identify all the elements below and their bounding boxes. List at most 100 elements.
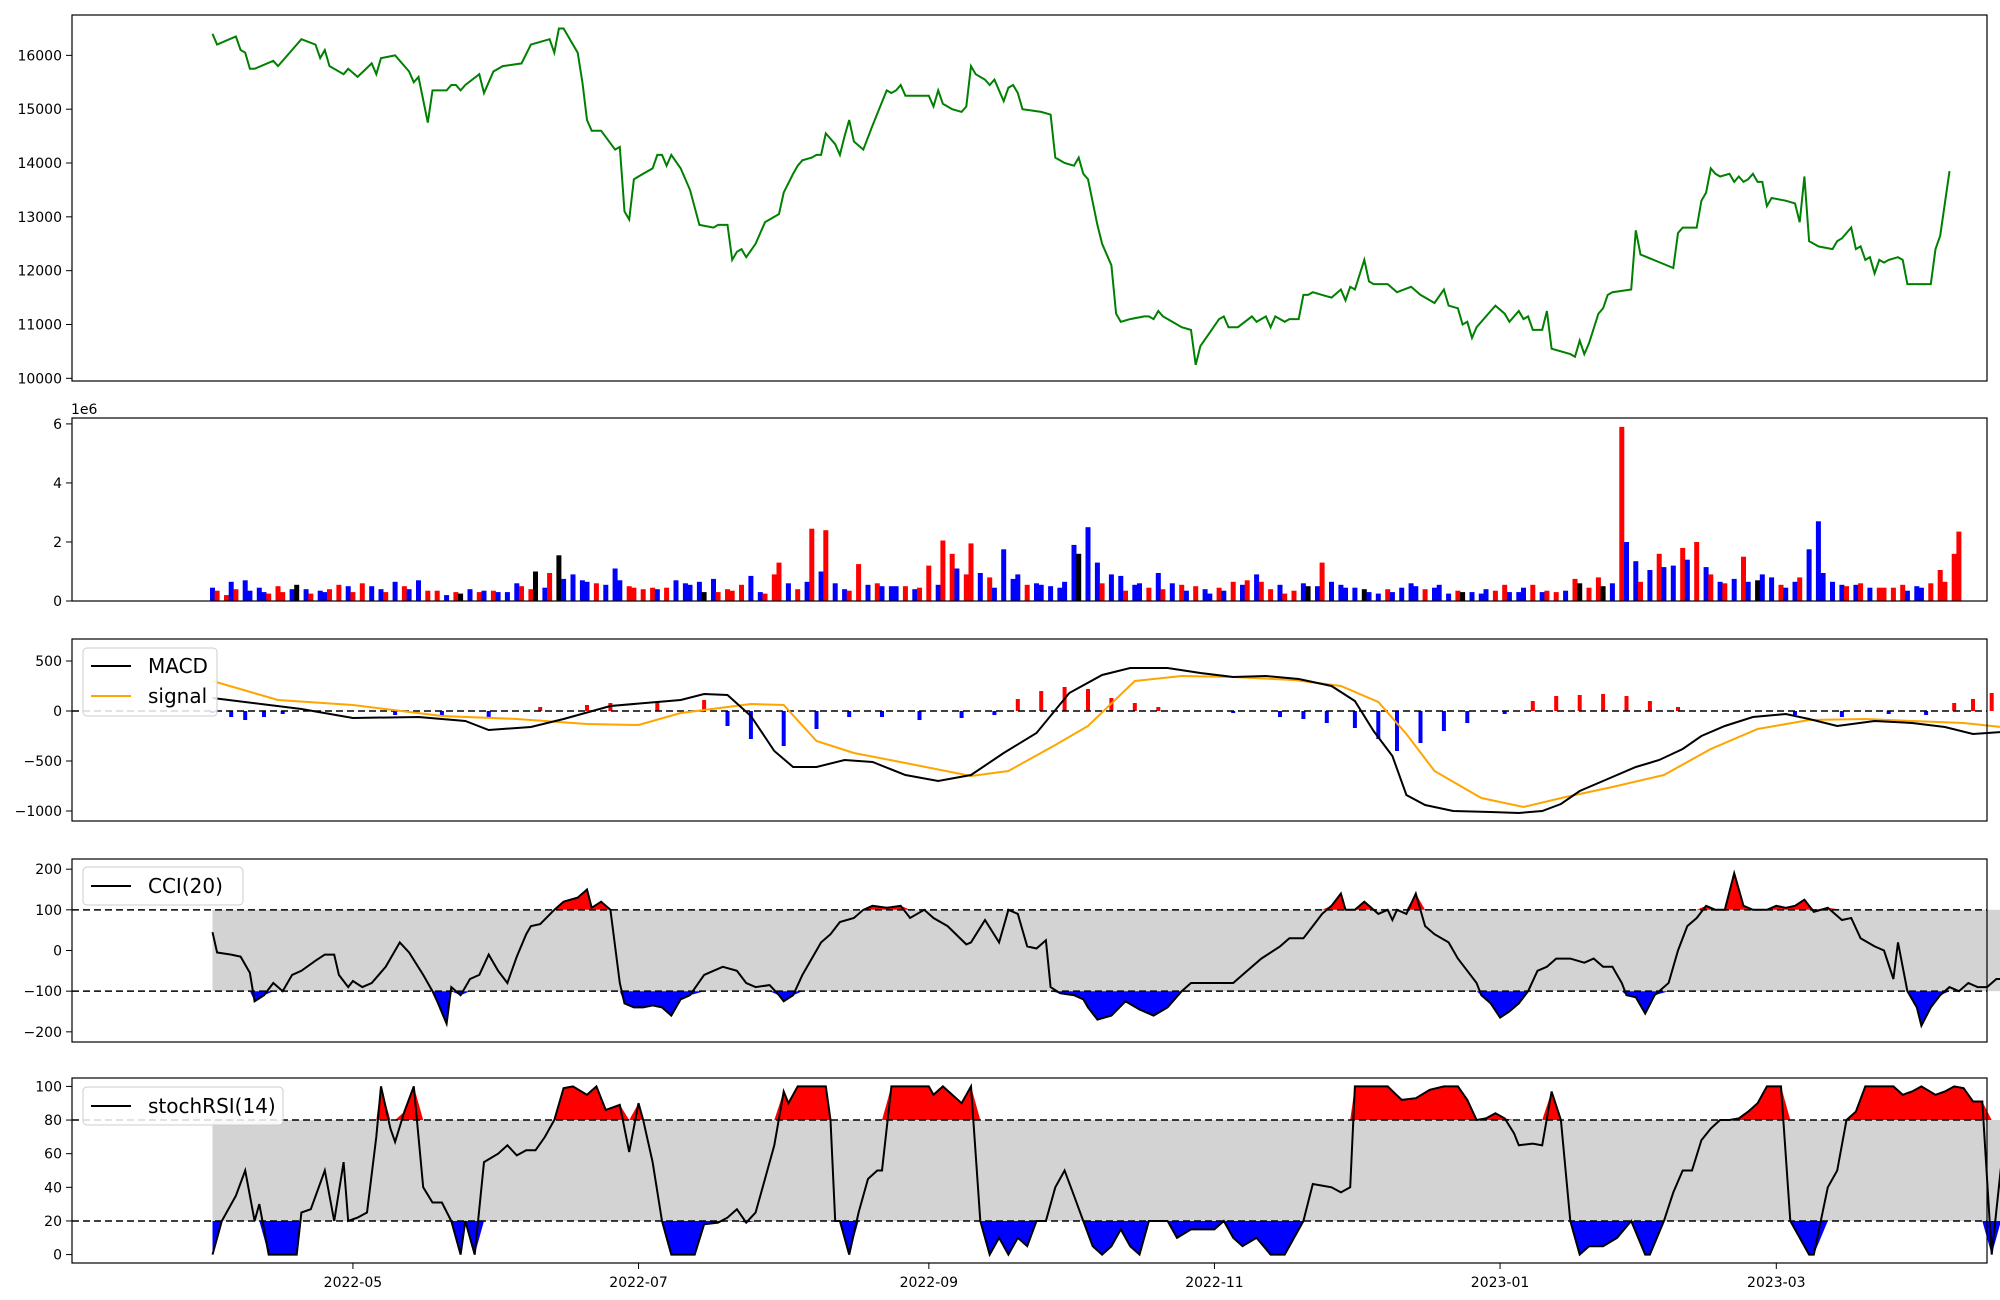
- macd-histogram-bar: [1601, 694, 1606, 711]
- price-ytick-label: 14000: [17, 156, 62, 172]
- volume-bar: [832, 583, 838, 601]
- macd-histogram-bar: [280, 711, 285, 714]
- macd-histogram-bar: [1554, 696, 1559, 711]
- volume-bar: [1399, 587, 1405, 601]
- volume-bar: [1937, 570, 1943, 601]
- volume-bar: [631, 587, 637, 601]
- volume-bar: [771, 574, 777, 601]
- macd-histogram-bar: [1793, 711, 1797, 715]
- stochrsi-ytick-label: 40: [44, 1180, 62, 1196]
- volume-bar: [809, 528, 815, 601]
- volume-bar: [1478, 593, 1484, 601]
- volume-bar: [1282, 593, 1288, 601]
- macd-histogram-bar: [1441, 711, 1446, 731]
- volume-bar: [650, 587, 656, 601]
- volume-bar: [1563, 590, 1569, 601]
- volume-bar: [1432, 587, 1437, 601]
- volume-ytick-label: 4: [53, 476, 62, 492]
- price-line: [211, 27, 1951, 366]
- volume-bar: [715, 592, 721, 601]
- volume-bar: [228, 581, 234, 601]
- volume-bar: [1024, 584, 1030, 601]
- x-tick-label: 2022-07: [609, 1275, 668, 1291]
- macd-histogram-bar: [748, 711, 753, 739]
- volume-bar: [1544, 590, 1550, 601]
- volume-bar: [1352, 587, 1358, 601]
- volume-bar: [1389, 592, 1395, 601]
- volume-bar: [612, 568, 618, 601]
- macd-histogram-bar: [1839, 711, 1844, 717]
- stochrsi-ytick-label: 60: [44, 1147, 62, 1163]
- volume-bar: [1160, 589, 1166, 601]
- cci-ytick-label: −200: [24, 1025, 62, 1041]
- volume-bar: [425, 590, 431, 601]
- volume-bar: [1661, 567, 1667, 601]
- volume-bar: [1703, 567, 1709, 601]
- volume-bar: [1010, 578, 1016, 601]
- macd-histogram-bar: [393, 711, 398, 715]
- volume-bar: [556, 555, 562, 602]
- macd-histogram-bar: [262, 711, 266, 717]
- volume-bar: [1633, 561, 1639, 601]
- volume-bar: [1717, 581, 1723, 601]
- macd-ytick-label: −500: [24, 754, 62, 770]
- volume-bar: [1890, 587, 1896, 601]
- volume-bar: [1319, 562, 1325, 601]
- x-tick-label: 2023-01: [1471, 1275, 1530, 1291]
- volume-bar: [823, 530, 829, 601]
- volume-bar: [949, 553, 955, 601]
- volume-bar: [1300, 583, 1306, 601]
- volume-bar: [1057, 587, 1063, 601]
- volume-bar: [547, 573, 553, 601]
- macd-histogram-bar: [880, 711, 884, 717]
- macd-histogram-bar: [1231, 711, 1236, 713]
- volume-bar: [1436, 584, 1442, 601]
- volume-bar: [1858, 583, 1864, 601]
- volume-bar: [1343, 587, 1348, 601]
- cci-legend-box: [82, 866, 244, 906]
- cci-neutral-band: [212, 909, 2000, 992]
- volume-bar: [795, 589, 801, 601]
- cci-line: [211, 869, 2000, 1029]
- volume-panel: 1e6 0 2 4 6: [53, 402, 1988, 610]
- volume-bar: [879, 586, 885, 601]
- volume-bar: [1647, 570, 1653, 601]
- volume-bar: [917, 587, 922, 601]
- volume-bar: [308, 593, 314, 601]
- price-ytick-label: 15000: [17, 102, 62, 118]
- volume-bar: [1085, 527, 1091, 601]
- macd-histogram-bar: [959, 711, 964, 718]
- volume-bar: [294, 584, 300, 601]
- volume-bar: [1277, 584, 1283, 601]
- volume-bar: [1244, 580, 1250, 601]
- volume-bar: [804, 581, 810, 601]
- price-ytick-label: 11000: [17, 317, 62, 333]
- volume-bar: [865, 584, 871, 601]
- volume-bar: [519, 586, 524, 601]
- volume-bar: [1530, 584, 1536, 601]
- macd-histogram-bar: [702, 700, 707, 711]
- volume-bar: [954, 568, 960, 601]
- volume-bar: [1216, 587, 1222, 601]
- volume-bar: [1071, 544, 1077, 601]
- volume-bar: [1385, 589, 1391, 601]
- volume-bar: [1118, 575, 1124, 601]
- volume-bar: [1038, 584, 1044, 601]
- volume-bar: [1914, 586, 1920, 601]
- volume-bar: [1240, 584, 1245, 601]
- volume-bar: [1881, 587, 1887, 601]
- volume-bar: [280, 592, 286, 601]
- volume-bar: [1609, 583, 1615, 601]
- cci-ytick-label: −100: [24, 984, 62, 1000]
- macd-frame: [71, 638, 1988, 822]
- volume-bar: [1305, 586, 1311, 601]
- volume-bar: [1521, 587, 1526, 601]
- macd-histogram-bar: [1352, 711, 1357, 728]
- volume-bar: [593, 583, 599, 601]
- volume-bar: [476, 592, 482, 601]
- volume-bar: [378, 589, 384, 601]
- macd-histogram-bar: [1301, 711, 1306, 719]
- volume-bar: [664, 587, 670, 601]
- volume-bar: [963, 574, 969, 601]
